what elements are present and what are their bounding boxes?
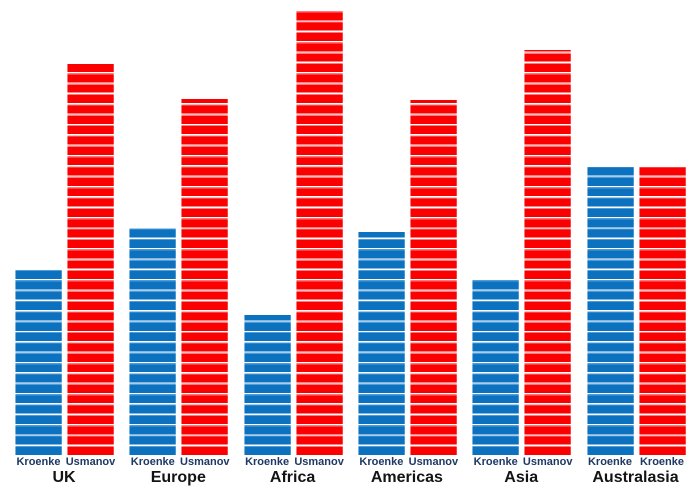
bar-usmanov-uk bbox=[67, 64, 114, 455]
bar-label-europe-left: Kroenke bbox=[130, 456, 175, 468]
category-label-australasia: Australasia bbox=[592, 469, 679, 486]
category-label-americas: Americas bbox=[370, 469, 443, 486]
bar-usmanov-europe bbox=[181, 99, 229, 455]
bar-label-africa-right: Usmanov bbox=[294, 456, 344, 468]
category-label-africa: Africa bbox=[269, 469, 316, 486]
category-label-uk: UK bbox=[52, 469, 76, 486]
category-label-europe: Europe bbox=[150, 469, 206, 486]
bar-usmanov-asia bbox=[524, 50, 572, 455]
bar-kroenke-americas bbox=[357, 232, 405, 455]
bar-label-australasia-right: Kroenke bbox=[639, 456, 685, 468]
bar-label-africa-left: Kroenke bbox=[245, 456, 290, 468]
bar-label-australasia-left: Kroenke bbox=[587, 456, 633, 468]
bar-kroenke-asia bbox=[472, 280, 520, 455]
bar-label-asia-right: Usmanov bbox=[522, 456, 573, 468]
bar-usmanov-africa bbox=[295, 10, 343, 455]
bar-usmanov-australasia bbox=[638, 167, 686, 455]
bar-label-europe-right: Usmanov bbox=[180, 456, 230, 468]
category-label-asia: Asia bbox=[504, 469, 539, 486]
bar-label-americas-left: Kroenke bbox=[359, 456, 404, 468]
bar-kroenke-europe bbox=[129, 228, 177, 455]
bar-label-americas-right: Usmanov bbox=[408, 456, 459, 468]
bar-label-asia-left: Kroenke bbox=[473, 456, 518, 468]
bar-label-uk-right: Usmanov bbox=[65, 456, 116, 468]
bar-label-uk-left: Kroenke bbox=[16, 456, 61, 468]
bar-kroenke-uk bbox=[15, 269, 62, 455]
bar-kroenke-africa bbox=[243, 315, 291, 455]
bar-kroenke-australasia bbox=[586, 167, 634, 455]
bar-usmanov-americas bbox=[409, 100, 457, 455]
